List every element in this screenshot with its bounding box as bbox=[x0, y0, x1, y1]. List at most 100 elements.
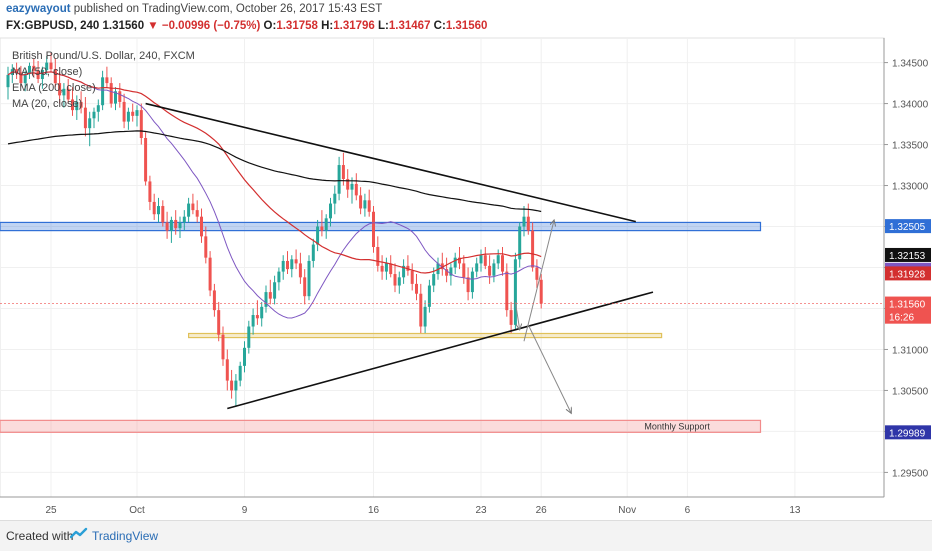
candle-body bbox=[139, 110, 143, 138]
candle-body bbox=[350, 183, 354, 190]
candle-body bbox=[195, 210, 199, 217]
candle-body bbox=[32, 65, 36, 71]
candle-body bbox=[144, 137, 148, 182]
candle-body bbox=[492, 263, 496, 276]
candle-body bbox=[277, 271, 281, 283]
candle-body bbox=[376, 247, 380, 266]
candle-body bbox=[359, 195, 363, 209]
price-axis[interactable]: 1.345001.340001.335001.330001.325001.320… bbox=[883, 38, 931, 497]
candle-body bbox=[397, 277, 401, 286]
author-link[interactable]: eazywayout bbox=[6, 3, 71, 15]
price-tick-label: 1.33500 bbox=[892, 141, 929, 152]
chart-drawings: Monthly Support bbox=[0, 102, 884, 431]
candle-body bbox=[268, 292, 272, 299]
candle-body bbox=[251, 315, 255, 327]
close-label: C: bbox=[433, 20, 446, 32]
publish-line: eazywayout published on TradingView.com,… bbox=[6, 3, 382, 15]
trendline-lower bbox=[227, 291, 654, 410]
candle-body bbox=[23, 74, 27, 84]
candle-body bbox=[109, 83, 113, 104]
time-tick-label: 25 bbox=[45, 505, 57, 516]
time-tick-label: 16 bbox=[368, 505, 380, 516]
chart-header: eazywayout published on TradingView.com,… bbox=[0, 0, 932, 36]
price-label: 1.32153 bbox=[889, 251, 926, 262]
candle-body bbox=[393, 274, 397, 286]
candle-body bbox=[40, 69, 44, 79]
time-axis[interactable]: 25 Oct 9 16 23 26 Nov 6 13 bbox=[0, 496, 884, 516]
candle-body bbox=[255, 315, 259, 319]
candle-body bbox=[380, 265, 384, 272]
candle-body bbox=[440, 263, 444, 270]
candle-body bbox=[28, 65, 31, 75]
candle-body bbox=[118, 91, 122, 102]
ma20-line bbox=[7, 71, 542, 319]
created-with-text: Created with bbox=[6, 529, 74, 543]
candle-body bbox=[36, 70, 40, 79]
candle-body bbox=[114, 91, 117, 104]
candle-body bbox=[449, 267, 453, 276]
candle-body bbox=[505, 271, 509, 311]
moving-average-lines bbox=[7, 71, 542, 319]
price-label: 1.32505 bbox=[889, 222, 926, 233]
candle-body bbox=[324, 218, 328, 231]
candle-body bbox=[15, 69, 19, 73]
candle-body bbox=[243, 347, 246, 366]
low-label: L: bbox=[378, 20, 389, 32]
time-tick-label: 9 bbox=[242, 505, 248, 516]
trendline-upper bbox=[145, 102, 636, 223]
candle-body bbox=[217, 310, 221, 335]
candle-body bbox=[174, 219, 178, 229]
symbol-line: FX:GBPUSD, 240 1.31560 ▼ −0.00996 (−0.75… bbox=[6, 20, 487, 32]
candle-body bbox=[225, 359, 229, 381]
candle-body bbox=[148, 181, 152, 202]
high-value: 1.31796 bbox=[333, 20, 375, 32]
candle-body bbox=[531, 230, 535, 268]
candle-body bbox=[122, 101, 126, 122]
candle-body bbox=[286, 260, 289, 270]
price-chart[interactable]: Monthly Support 1.34500 1.34000 1.33500 1.3… bbox=[0, 36, 932, 520]
price-tick-label: 1.29500 bbox=[892, 468, 929, 479]
candle-body bbox=[329, 203, 332, 219]
candle-body bbox=[191, 203, 195, 211]
candle-body bbox=[178, 222, 182, 229]
price-change: ▼ −0.00996 (−0.75%) bbox=[147, 20, 261, 32]
candle-body bbox=[83, 107, 87, 129]
candle-body bbox=[526, 216, 530, 231]
tradingview-logo-icon bbox=[70, 527, 88, 539]
candle-body bbox=[518, 226, 522, 260]
monthly-support-zone bbox=[0, 419, 762, 433]
price-label: 1.29989 bbox=[889, 428, 926, 439]
price-label: 1.31560 bbox=[889, 300, 926, 311]
candle-body bbox=[389, 263, 393, 275]
monthly-support-label: Monthly Support bbox=[644, 421, 710, 431]
candle-body bbox=[384, 263, 388, 272]
candle-body bbox=[320, 226, 324, 231]
candle-body bbox=[131, 111, 135, 116]
candle-body bbox=[475, 263, 479, 272]
candle-body bbox=[126, 111, 130, 122]
price-label-bg bbox=[885, 219, 931, 234]
candle-body bbox=[157, 206, 160, 215]
price-label-bg bbox=[885, 247, 931, 262]
candle-body bbox=[58, 83, 62, 96]
close-value: 1.31560 bbox=[445, 20, 488, 32]
open-value: 1.31758 bbox=[276, 20, 318, 32]
candle-body bbox=[363, 200, 367, 209]
tradingview-brand[interactable]: TradingView bbox=[92, 529, 159, 543]
candle-body bbox=[453, 257, 457, 268]
candle-body bbox=[501, 255, 504, 272]
support-zone bbox=[188, 332, 663, 339]
candle-body bbox=[290, 259, 294, 270]
candle-body bbox=[19, 72, 23, 84]
candle-body bbox=[79, 101, 83, 108]
candle-body bbox=[62, 88, 66, 96]
candle-body bbox=[402, 265, 406, 278]
candle-body bbox=[182, 216, 186, 223]
candle-body bbox=[337, 165, 341, 194]
low-value: 1.31467 bbox=[388, 20, 431, 32]
candle-body bbox=[208, 257, 212, 291]
candle-body bbox=[88, 118, 92, 129]
candle-body bbox=[427, 285, 431, 307]
footer-bar: Created with TradingView bbox=[0, 520, 932, 551]
time-tick-label: 13 bbox=[789, 505, 801, 516]
